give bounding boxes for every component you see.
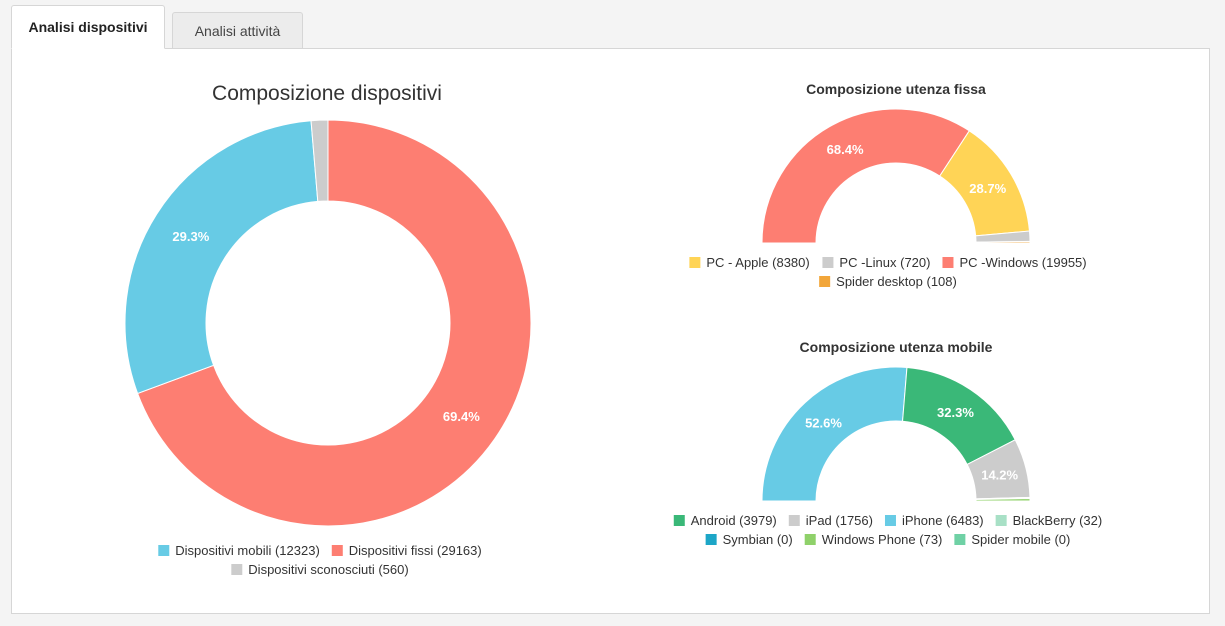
- slice-label-dispositivi-mobili: 29.3%: [172, 229, 209, 244]
- legend-item-ipad[interactable]: iPad (1756): [788, 513, 873, 528]
- legend-swatch: [158, 545, 170, 556]
- legend-swatch: [995, 515, 1007, 526]
- legend-swatch: [804, 534, 816, 545]
- slice-label-ipad: 14.2%: [981, 467, 1018, 482]
- legend-item-spider-mobile[interactable]: Spider mobile (0): [954, 532, 1070, 547]
- legend-item-blackberry[interactable]: BlackBerry (32): [995, 513, 1103, 528]
- slices: [124, 119, 532, 527]
- legend-swatch: [942, 257, 954, 268]
- legend-item-symbian[interactable]: Symbian (0): [705, 532, 793, 547]
- legend-label: Dispositivi fissi (29163): [349, 543, 482, 558]
- slice-dispositivi-fissi[interactable]: [136, 119, 532, 527]
- slice-spider-desktop[interactable]: [975, 240, 1031, 244]
- slice-iphone[interactable]: [761, 366, 908, 502]
- legend-swatch: [788, 515, 800, 526]
- legend-label: PC -Windows (19955): [959, 255, 1086, 270]
- slice-windows-phone[interactable]: [975, 497, 1031, 502]
- slice-dispositivi-mobili[interactable]: [124, 120, 319, 395]
- legend-item-spider-desktop[interactable]: Spider desktop (108): [819, 274, 957, 289]
- slice-labels: 68.4% 28.7%: [827, 142, 1007, 196]
- legend: Android (3979) iPad (1756) iPhone (6483) Bl…: [673, 513, 1103, 547]
- slices: [761, 366, 1031, 502]
- legend-item-dispositivi-fissi[interactable]: Dispositivi fissi (29163): [331, 543, 482, 558]
- chart-composizione-utenza-mobile: Composizione utenza mobile 52.6% 32.3% 14.…: [673, 339, 1103, 547]
- slice-labels: 52.6% 32.3% 14.2%: [805, 405, 1018, 482]
- chart-title: Composizione utenza fissa: [806, 81, 986, 97]
- tab-analisi-attivita[interactable]: Analisi attività: [172, 12, 303, 48]
- slice-dispositivi-sconosciuti[interactable]: [310, 119, 329, 202]
- legend-swatch: [231, 564, 243, 575]
- legend-swatch: [673, 515, 685, 526]
- slices: [761, 108, 1031, 244]
- legend-label: Spider mobile (0): [971, 532, 1070, 547]
- legend-item-dispositivi-sconosciuti[interactable]: Dispositivi sconosciuti (560): [231, 562, 409, 577]
- legend-label: Spider desktop (108): [836, 274, 957, 289]
- slice-pc-windows[interactable]: [761, 108, 971, 244]
- legend-label: Symbian (0): [723, 532, 793, 547]
- legend-item-windows-phone[interactable]: Windows Phone (73): [804, 532, 943, 547]
- legend-swatch: [822, 257, 834, 268]
- chart-title: Composizione dispositivi: [212, 82, 442, 105]
- legend-label: Dispositivi mobili (12323): [175, 543, 320, 558]
- chart-title: Composizione utenza mobile: [800, 339, 993, 355]
- legend-swatch: [884, 515, 896, 526]
- slice-labels: 69.4% 29.3%: [172, 229, 480, 424]
- legend-swatch: [819, 276, 831, 287]
- charts-canvas: Composizione dispositivi 69.4% 29.3% Disp…: [124, 81, 1103, 577]
- legend-label: Android (3979): [691, 513, 777, 528]
- slice-label-pc-windows: 68.4%: [827, 142, 864, 157]
- slice-label-dispositivi-fissi: 69.4%: [443, 409, 480, 424]
- legend-item-android[interactable]: Android (3979): [673, 513, 777, 528]
- slice-label-pc-apple: 28.7%: [969, 181, 1006, 196]
- slice-label-iphone: 52.6%: [805, 415, 842, 430]
- legend-item-dispositivi-mobili[interactable]: Dispositivi mobili (12323): [158, 543, 320, 558]
- legend-swatch: [954, 534, 966, 545]
- legend: Dispositivi mobili (12323) Dispositivi fi…: [158, 543, 482, 577]
- tab-analisi-dispositivi[interactable]: Analisi dispositivi: [11, 5, 165, 49]
- legend-label: BlackBerry (32): [1013, 513, 1103, 528]
- legend-swatch: [689, 257, 701, 268]
- legend-swatch: [331, 545, 343, 556]
- chart-composizione-utenza-fissa: Composizione utenza fissa 68.4% 28.7% PC …: [689, 81, 1087, 289]
- legend-item-iphone[interactable]: iPhone (6483): [884, 513, 984, 528]
- slice-label-android: 32.3%: [937, 405, 974, 420]
- content-panel: Composizione dispositivi 69.4% 29.3% Disp…: [11, 48, 1210, 614]
- legend-swatch: [705, 534, 717, 545]
- legend-item-pc-apple[interactable]: PC - Apple (8380): [689, 255, 810, 270]
- legend-label: Dispositivi sconosciuti (560): [248, 562, 408, 577]
- legend-label: iPhone (6483): [902, 513, 984, 528]
- legend-label: PC - Apple (8380): [706, 255, 809, 270]
- legend-item-pc-linux[interactable]: PC -Linux (720): [822, 255, 930, 270]
- legend-label: iPad (1756): [806, 513, 873, 528]
- legend-label: PC -Linux (720): [839, 255, 930, 270]
- legend-label: Windows Phone (73): [822, 532, 943, 547]
- chart-composizione-dispositivi: Composizione dispositivi 69.4% 29.3% Disp…: [124, 82, 532, 577]
- legend: PC - Apple (8380) PC -Linux (720) PC -Wind…: [689, 255, 1087, 289]
- legend-item-pc-windows[interactable]: PC -Windows (19955): [942, 255, 1087, 270]
